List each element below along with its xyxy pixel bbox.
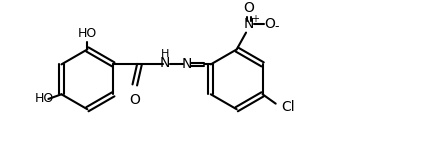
- Text: Cl: Cl: [281, 100, 295, 114]
- Text: O: O: [265, 17, 276, 31]
- Text: O: O: [243, 1, 254, 15]
- Text: +: +: [251, 14, 259, 24]
- Text: N: N: [159, 56, 170, 71]
- Text: N: N: [244, 17, 254, 31]
- Text: -: -: [274, 20, 278, 33]
- Text: O: O: [129, 93, 140, 107]
- Text: HO: HO: [35, 93, 54, 105]
- Text: HO: HO: [78, 27, 97, 40]
- Text: N: N: [182, 57, 192, 71]
- Text: H: H: [161, 49, 169, 59]
